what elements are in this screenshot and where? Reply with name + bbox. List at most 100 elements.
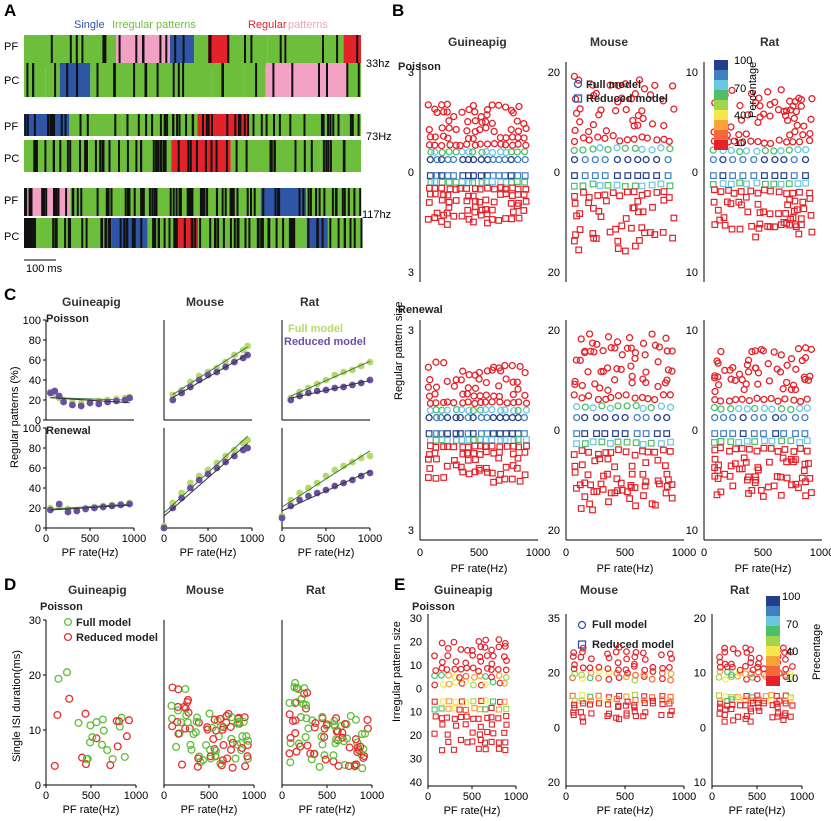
full-model-marker <box>612 648 620 656</box>
y-tick-label: 10 <box>410 707 422 719</box>
reduced-model-marker <box>588 710 595 717</box>
full-model-marker <box>621 413 629 422</box>
raster-spike <box>80 188 83 216</box>
full-model-marker <box>508 361 516 370</box>
full-model-marker <box>581 413 589 422</box>
raster-spike <box>101 140 104 172</box>
reduced-model-marker <box>766 210 774 218</box>
fit-line <box>172 353 248 399</box>
reduced-model-marker <box>599 486 607 493</box>
reduced-model-marker <box>457 463 465 471</box>
reduced-model-marker <box>649 700 656 707</box>
full-model-marker <box>572 356 581 364</box>
full-model-marker <box>759 413 768 422</box>
raster-segment <box>55 218 72 248</box>
full-model-marker <box>604 665 612 672</box>
reduced-model-marker <box>747 718 754 725</box>
full-model-marker <box>623 402 631 410</box>
y-tick-label: 20 <box>694 613 706 625</box>
full-model-marker <box>604 333 613 341</box>
full-model-marker <box>728 155 737 164</box>
full-model-marker <box>781 395 789 403</box>
reduced-model-marker <box>622 215 630 222</box>
raster-spike <box>207 114 210 136</box>
raster-segment <box>238 218 272 248</box>
full-model-marker <box>514 140 522 148</box>
reduced-model-marker <box>748 708 755 715</box>
reduced-model-marker <box>502 746 509 754</box>
full-model-marker <box>789 138 797 146</box>
full-model-marker <box>759 347 768 355</box>
full-model-marker <box>640 671 648 678</box>
reduced-model-marker <box>747 187 755 195</box>
panel-label-d: D <box>4 575 16 594</box>
raster-segment <box>176 188 222 216</box>
reduced-model-point <box>95 400 103 408</box>
reduced-model-marker <box>808 228 816 236</box>
raster-spike <box>159 35 162 67</box>
raster-spike <box>343 188 346 216</box>
full-model-marker <box>444 645 452 652</box>
y-tick-label: 10 <box>686 67 698 79</box>
raster-spike <box>318 63 320 97</box>
reduced-model-marker <box>604 455 612 463</box>
raster-spike <box>284 35 287 67</box>
reduced-model-point <box>73 507 81 515</box>
raster-spike <box>32 63 35 97</box>
reduced-model-marker <box>760 208 767 216</box>
reduced-model-marker <box>750 430 758 437</box>
reduced-model-marker <box>662 489 670 497</box>
full-model-marker <box>790 396 798 404</box>
reduced-model-marker <box>431 698 438 705</box>
reduced-model-marker <box>432 713 439 720</box>
reduced-model-marker <box>639 208 647 216</box>
full-model-marker <box>86 738 95 747</box>
full-model-marker <box>780 107 788 115</box>
full-model-marker <box>742 147 751 155</box>
reduced-model-marker <box>576 226 584 234</box>
reduced-model-marker <box>744 208 752 216</box>
reduced-model-marker <box>665 194 673 201</box>
full-model-marker <box>666 403 675 411</box>
reduced-model-marker <box>667 711 674 718</box>
reduced-model-marker <box>710 198 718 206</box>
full-model-marker <box>594 395 603 404</box>
raster-spike <box>79 114 82 136</box>
reduced-model-marker <box>496 443 504 451</box>
full-model-marker <box>471 127 479 136</box>
reduced-model-marker <box>727 180 735 188</box>
full-model-marker <box>750 413 758 422</box>
full-model-marker <box>357 730 367 739</box>
full-model-marker <box>743 405 751 413</box>
full-model-marker <box>579 675 586 682</box>
full-model-marker <box>618 351 626 359</box>
reduced-model-marker <box>53 710 62 720</box>
raster-spike <box>133 218 136 248</box>
reduced-model-marker <box>597 213 605 221</box>
reduced-model-marker <box>113 742 122 751</box>
colorbar-cell <box>766 636 780 646</box>
full-model-marker <box>631 653 639 661</box>
raster-spike <box>250 188 252 216</box>
x-tick-label: 0 <box>709 791 715 803</box>
reduced-model-marker <box>502 185 509 193</box>
reduced-model-marker <box>521 448 529 456</box>
raster-spike <box>33 114 36 136</box>
raster-spike <box>235 140 238 172</box>
reduced-model-marker <box>642 478 650 486</box>
raster-spike <box>160 140 163 172</box>
full-model-marker <box>628 372 636 381</box>
reduced-model-marker <box>775 710 782 717</box>
raster-spike <box>25 218 28 248</box>
full-model-marker <box>469 651 477 659</box>
reduced-model-marker <box>639 447 646 455</box>
c-poisson-label: Poisson <box>46 313 89 325</box>
raster-spike <box>248 218 251 248</box>
reduced-model-marker <box>458 436 465 444</box>
reduced-model-marker <box>714 467 722 474</box>
raster-spike <box>332 114 335 136</box>
reduced-model-marker <box>457 736 464 743</box>
reduced-model-marker <box>238 743 247 753</box>
raster-spike <box>67 218 70 248</box>
full-model-marker <box>613 144 621 152</box>
